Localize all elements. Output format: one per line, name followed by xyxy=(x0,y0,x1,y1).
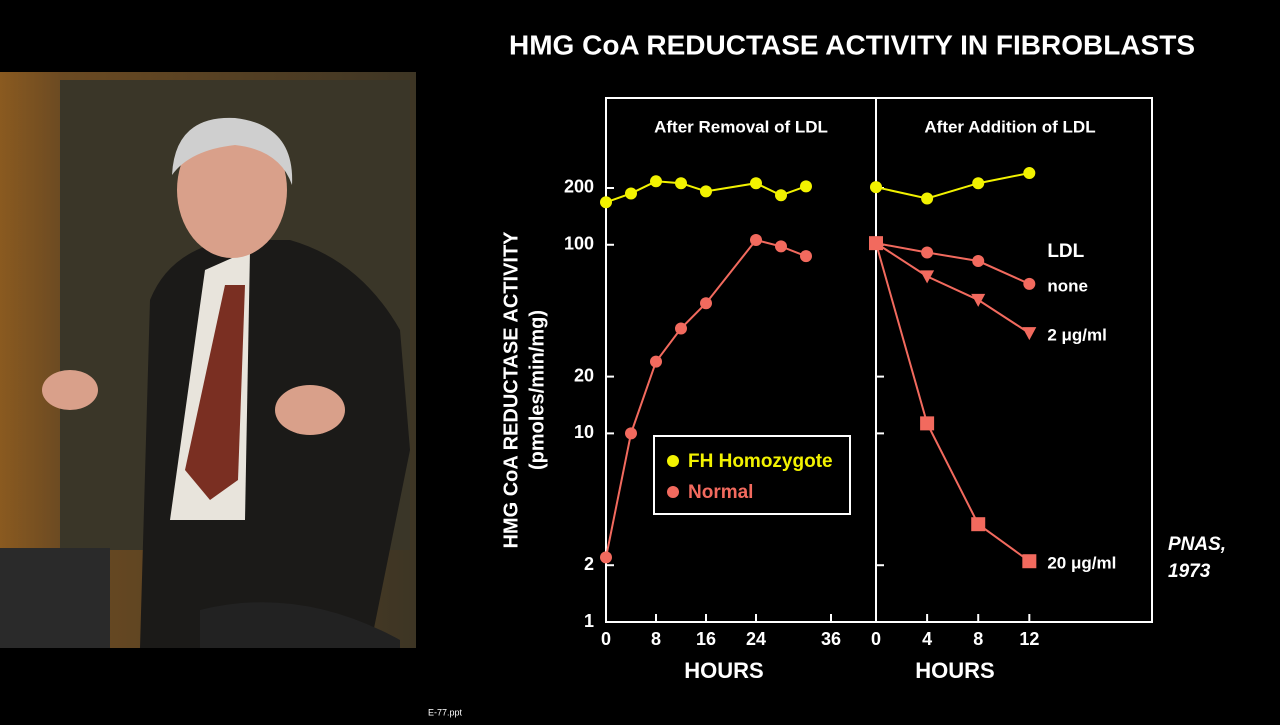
marker xyxy=(800,250,812,263)
marker xyxy=(750,177,762,190)
panel-subtitle: After Removal of LDL xyxy=(654,117,828,136)
marker xyxy=(775,240,787,253)
speaker-hand xyxy=(275,385,345,435)
marker xyxy=(921,246,934,259)
marker xyxy=(1022,327,1037,341)
marker xyxy=(1023,277,1036,290)
marker xyxy=(650,355,662,368)
x-tick-label: 12 xyxy=(1019,629,1039,649)
x-tick-label: 8 xyxy=(973,629,983,649)
marker xyxy=(920,270,935,284)
x-tick-label: 36 xyxy=(821,629,841,649)
y-tick-label: 20 xyxy=(574,365,594,385)
marker xyxy=(971,293,986,307)
y-tick-label: 200 xyxy=(564,177,594,197)
x-tick-label: 0 xyxy=(871,629,881,649)
series-line xyxy=(875,242,1030,563)
marker xyxy=(972,255,985,268)
slide-title: HMG CoA REDUCTASE ACTIVITY IN FIBROBLAST… xyxy=(509,29,1195,60)
speaker-face xyxy=(177,122,287,258)
series-label: none xyxy=(1047,276,1088,295)
marker xyxy=(775,189,787,202)
marker xyxy=(869,236,883,251)
y-axis-label: HMG CoA REDUCTASE ACTIVITY xyxy=(500,231,522,549)
y-tick-label: 100 xyxy=(564,234,594,254)
marker xyxy=(1022,554,1037,569)
legend-label: FH Homozygote xyxy=(688,451,833,472)
marker xyxy=(971,517,986,532)
x-tick-label: 0 xyxy=(601,629,611,649)
legend-marker xyxy=(667,455,679,467)
podium-laptop xyxy=(0,548,110,648)
marker xyxy=(600,551,612,564)
marker xyxy=(921,192,934,205)
marker xyxy=(625,187,637,200)
citation: 1973 xyxy=(1168,561,1211,582)
marker xyxy=(625,427,637,440)
x-axis-label: HOURS xyxy=(915,658,994,683)
legend-label: Normal xyxy=(688,482,753,503)
marker xyxy=(750,233,762,246)
speaker-video xyxy=(0,72,416,648)
marker xyxy=(1023,167,1036,180)
series-label: 20 μg/ml xyxy=(1047,554,1116,573)
marker xyxy=(972,177,985,190)
marker xyxy=(700,297,712,310)
y-axis-label: (pmoles/min/mg) xyxy=(526,310,548,470)
x-axis-label: HOURS xyxy=(684,658,763,683)
citation: PNAS, xyxy=(1168,534,1226,555)
series-line xyxy=(875,172,1030,200)
marker xyxy=(675,322,687,335)
legend-marker xyxy=(667,486,679,498)
series-line xyxy=(875,242,1030,285)
marker xyxy=(600,196,612,209)
y-tick-label: 10 xyxy=(574,422,594,442)
speaker-hand xyxy=(42,370,98,410)
series-label: 2 μg/ml xyxy=(1047,326,1107,345)
speaker-hair xyxy=(172,117,293,185)
podium-lamp xyxy=(200,602,400,648)
speaker-suit xyxy=(140,240,410,648)
marker xyxy=(800,180,812,193)
panel-subtitle: After Addition of LDL xyxy=(924,117,1095,136)
file-name: E-77.ppt xyxy=(428,707,463,717)
marker xyxy=(675,177,687,190)
legend-title: LDL xyxy=(1047,241,1084,262)
marker xyxy=(870,181,882,194)
y-tick-label: 2 xyxy=(584,554,594,574)
legend-box xyxy=(653,435,851,515)
marker xyxy=(920,416,935,431)
x-tick-label: 8 xyxy=(651,629,661,649)
speaker-tie xyxy=(185,285,245,500)
marker xyxy=(650,175,662,188)
x-tick-label: 24 xyxy=(746,629,766,649)
x-tick-label: 4 xyxy=(922,629,932,649)
y-tick-label: 1 xyxy=(584,611,594,631)
marker xyxy=(700,185,712,198)
series-line xyxy=(875,242,1030,334)
x-tick-label: 16 xyxy=(696,629,716,649)
